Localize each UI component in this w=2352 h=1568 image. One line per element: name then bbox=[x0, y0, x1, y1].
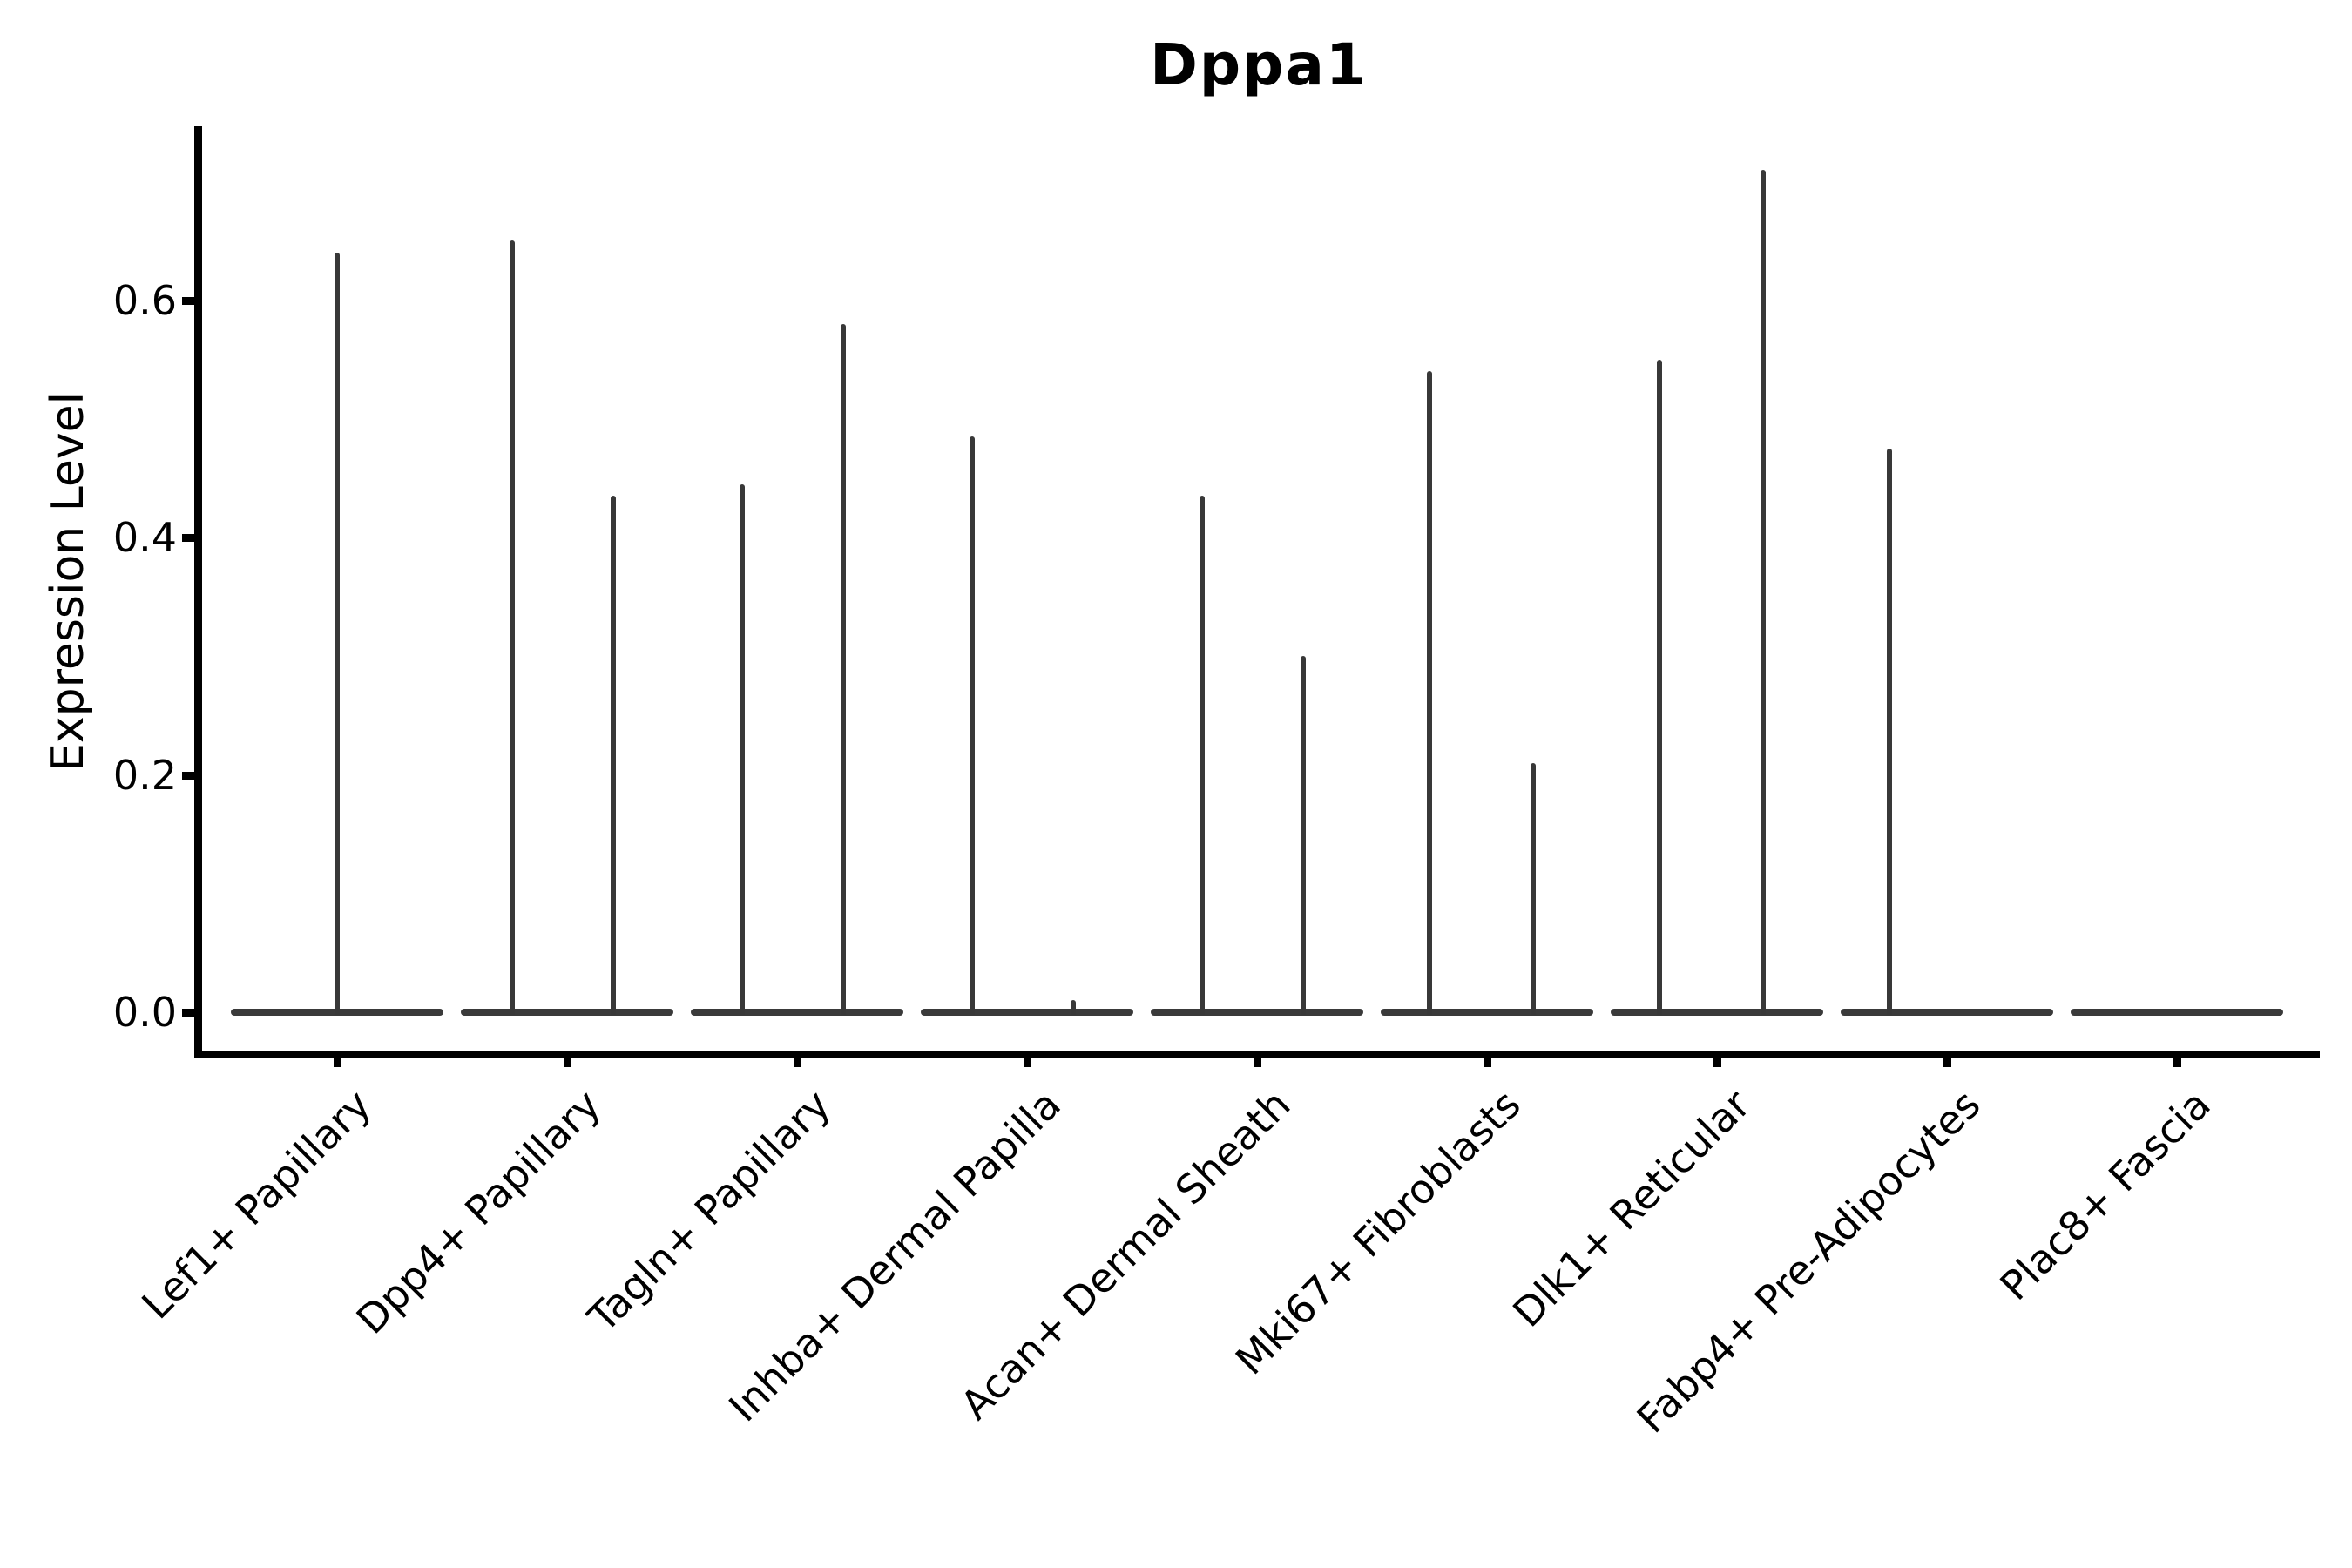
y-tick-label: 0.0 bbox=[112, 989, 177, 1036]
violin-baseline-bar bbox=[691, 1009, 903, 1016]
y-tick bbox=[182, 296, 194, 305]
y-tick bbox=[182, 771, 194, 780]
x-tick bbox=[794, 1054, 801, 1067]
x-tick bbox=[334, 1054, 341, 1067]
x-tick bbox=[1713, 1054, 1721, 1067]
violin-density-spike bbox=[610, 496, 616, 1015]
violin-density-spike bbox=[1760, 169, 1766, 1015]
x-tick bbox=[2173, 1054, 2181, 1067]
violin-density-spike bbox=[1427, 371, 1432, 1015]
x-tick-label: Lef1+ Papillary bbox=[132, 1080, 380, 1328]
violin-density-spike bbox=[1199, 496, 1205, 1015]
violin-density-spike bbox=[969, 436, 975, 1015]
x-tick-label: Dpp4+ Papillary bbox=[347, 1080, 610, 1343]
x-tick bbox=[1024, 1054, 1031, 1067]
y-axis-spine bbox=[194, 126, 202, 1058]
plot-title: Dppa1 bbox=[1150, 31, 1368, 98]
y-tick bbox=[182, 534, 194, 542]
y-tick bbox=[182, 1009, 194, 1017]
violin-baseline-bar bbox=[1381, 1009, 1593, 1016]
violin-density-spike bbox=[739, 483, 745, 1015]
violin-baseline-bar bbox=[921, 1009, 1133, 1016]
violin-baseline-bar bbox=[2071, 1009, 2283, 1016]
x-tick bbox=[564, 1054, 571, 1067]
violin-density-spike bbox=[1300, 656, 1306, 1015]
violin-density-spike bbox=[509, 240, 515, 1015]
violin-density-spike bbox=[335, 253, 340, 1015]
y-axis-label: Expression Level bbox=[42, 391, 94, 773]
violin-density-spike bbox=[1530, 762, 1536, 1015]
y-tick-label: 0.6 bbox=[112, 276, 177, 324]
y-tick-label: 0.4 bbox=[112, 514, 177, 561]
x-tick bbox=[1254, 1054, 1261, 1067]
x-tick bbox=[1943, 1054, 1951, 1067]
violin-baseline-bar bbox=[1151, 1009, 1363, 1016]
x-tick-label: Tagln+ Papillary bbox=[578, 1080, 840, 1342]
violin-density-spike bbox=[840, 323, 846, 1015]
violin-density-spike bbox=[1070, 1000, 1076, 1015]
x-tick bbox=[1484, 1054, 1491, 1067]
violin-baseline-bar bbox=[1611, 1009, 1823, 1016]
y-tick-label: 0.2 bbox=[112, 751, 177, 799]
x-tick-label: Plac8+ Fascia bbox=[1990, 1080, 2220, 1309]
violin-baseline-bar bbox=[461, 1009, 673, 1016]
violin-baseline-bar bbox=[1841, 1009, 2053, 1016]
violin-density-spike bbox=[1657, 359, 1662, 1015]
x-tick-label: Dlk1+ Reticular bbox=[1504, 1080, 1760, 1336]
violin-density-spike bbox=[1887, 448, 1892, 1015]
